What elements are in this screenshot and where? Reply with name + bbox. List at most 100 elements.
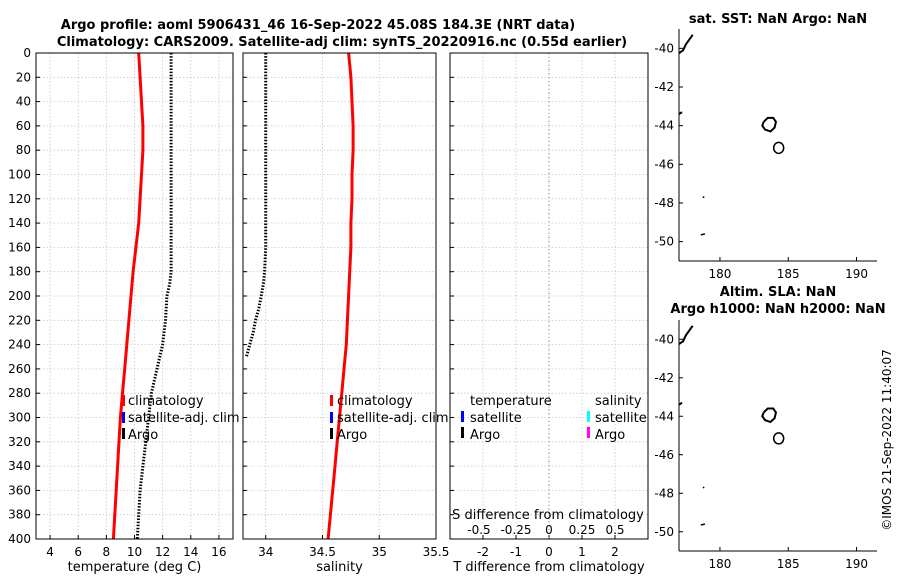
map-y-tick-label: -46 — [654, 157, 674, 171]
y-tick-label: 140 — [8, 216, 31, 230]
legend-swatch-t-argo — [461, 427, 464, 438]
y-tick-label: 360 — [8, 483, 31, 497]
s-difference-tick-label: 0 — [545, 523, 553, 537]
series-argo-line — [135, 53, 173, 540]
s-difference-tick-label: 0.5 — [605, 523, 624, 537]
x-tick-label: 8 — [103, 545, 111, 559]
y-tick-label: 100 — [8, 168, 31, 182]
y-tick-label: 60 — [16, 119, 31, 133]
map-x-tick-label: 185 — [777, 557, 800, 571]
map-x-tick-label: 190 — [845, 557, 868, 571]
x-tick-label: 16 — [211, 545, 226, 559]
s-difference-tick-label: -0.25 — [500, 523, 531, 537]
legend-header-salinity: salinity — [595, 394, 642, 409]
legend-label-satellite: satellite-adj. clim — [128, 411, 240, 426]
y-tick-label: 380 — [8, 508, 31, 522]
s-difference-ticks: -0.5 -0.25 0 0.25 0.5 — [467, 523, 624, 537]
x-tick-label: 14 — [183, 545, 198, 559]
x-tick-label: 4 — [46, 545, 54, 559]
legend-swatch-s-argo — [587, 427, 590, 438]
watermark: ©IMOS 21-Sep-2022 11:40:07 — [880, 349, 894, 531]
y-tick-label: 220 — [8, 313, 31, 327]
x-tick-label: -1 — [510, 545, 522, 559]
x-axis-label: temperature (deg C) — [68, 560, 202, 575]
y-tick-label: 160 — [8, 240, 31, 254]
legend-swatch-argo — [122, 428, 125, 439]
s-difference-tick-label: 0.25 — [569, 523, 596, 537]
sla-map: -40 -42 -44 -46 -48 -50 180 185 190 — [654, 320, 877, 571]
s-difference-label: S difference from climatology — [452, 508, 644, 523]
map-y-tick-label: -50 — [654, 235, 674, 249]
series-climatology-line — [111, 52, 145, 540]
difference-legend: temperature satellite Argo salinity sate… — [461, 394, 647, 443]
pitt-island-outline — [772, 141, 785, 155]
sla-map-title-line-1: Altim. SLA: NaN — [720, 285, 836, 300]
y-tick-label: 0 — [23, 46, 31, 60]
y-tick-label: 300 — [8, 411, 31, 425]
series-climatology-line — [326, 52, 355, 540]
x-tick-label: 6 — [74, 545, 82, 559]
map-y-tick-label: -40 — [654, 332, 674, 346]
map-y-tick-label: -48 — [654, 196, 674, 210]
y-tick-label: 240 — [8, 338, 31, 352]
y-tick-label: 260 — [8, 362, 31, 376]
x-tick-label: 1 — [578, 545, 586, 559]
title-line-1: Argo profile: aoml 5906431_46 16-Sep-202… — [61, 18, 575, 33]
map-y-tick-label: -48 — [654, 486, 674, 500]
y-tick-label: 40 — [16, 95, 31, 109]
legend-swatch-satellite — [330, 412, 333, 423]
legend-label-argo: Argo — [337, 428, 367, 443]
salinity-panel: 34 34.5 35 35.5 salinity — [242, 52, 450, 575]
islet-marker — [702, 196, 705, 199]
axes-frame — [35, 52, 234, 540]
legend-label-s-argo: Argo — [595, 428, 625, 443]
x-tick-label: 35 — [372, 545, 387, 559]
map-y-tick-label: -44 — [654, 119, 674, 133]
y-tick-label: 20 — [16, 70, 31, 84]
x-tick-label: 34 — [258, 545, 273, 559]
y-tick-label: 320 — [8, 435, 31, 449]
map-x-tick-label: 180 — [709, 267, 732, 281]
legend-label-argo: Argo — [128, 428, 158, 443]
salinity-legend: climatology satellite-adj. clim Argo — [330, 394, 449, 443]
x-tick-label: 0 — [545, 545, 553, 559]
y-tick-label: 340 — [8, 459, 31, 473]
legend-label-climatology: climatology — [337, 394, 413, 409]
coastline-fragment — [678, 34, 694, 54]
chatham-island-outline — [761, 116, 778, 133]
map-y-tick-label: -44 — [654, 409, 674, 423]
x-tick-label: 34.5 — [309, 545, 336, 559]
y-tick-label: 200 — [8, 289, 31, 303]
x-tick-label: 12 — [155, 545, 170, 559]
legend-swatch-satellite — [122, 412, 125, 423]
map-y-tick-label: -50 — [654, 525, 674, 539]
chatham-island-outline — [761, 407, 778, 424]
legend-label-t-satellite: satellite — [470, 411, 522, 426]
x-tick-label: 10 — [127, 545, 142, 559]
series-argo-line — [244, 53, 268, 358]
y-tick-label: 180 — [8, 265, 31, 279]
sla-map-title-line-2: Argo h1000: NaN h2000: NaN — [670, 302, 885, 317]
map-x-tick-label: 180 — [709, 557, 732, 571]
legend-label-s-satellite: satellite — [595, 411, 647, 426]
x-tick-label: 35.5 — [423, 545, 450, 559]
axes-frame — [242, 52, 437, 540]
legend-swatch-t-satellite — [461, 411, 464, 422]
x-axis-label: T difference from climatology — [452, 560, 645, 575]
map-x-tick-label: 185 — [777, 267, 800, 281]
sst-map: -40 -42 -44 -46 -48 -50 180 185 190 — [654, 29, 877, 281]
map-y-tick-label: -42 — [654, 371, 674, 385]
legend-swatch-climatology — [122, 395, 125, 406]
islet-marker — [700, 233, 706, 236]
legend-label-satellite: satellite-adj. clim — [337, 411, 449, 426]
map-y-tick-label: -46 — [654, 448, 674, 462]
map-background — [679, 29, 877, 261]
axes-frame — [449, 52, 649, 540]
temperature-panel: 0 20 40 60 80 100 120 140 160 180 200 220 240 260 280 3… — [8, 46, 234, 575]
legend-header-temperature: temperature — [470, 394, 552, 409]
pitt-island-outline — [772, 432, 785, 445]
y-tick-label: 80 — [16, 143, 31, 157]
difference-panel: -2 -1 0 1 2T difference from climatology — [449, 52, 649, 575]
y-tick-label: 120 — [8, 192, 31, 206]
